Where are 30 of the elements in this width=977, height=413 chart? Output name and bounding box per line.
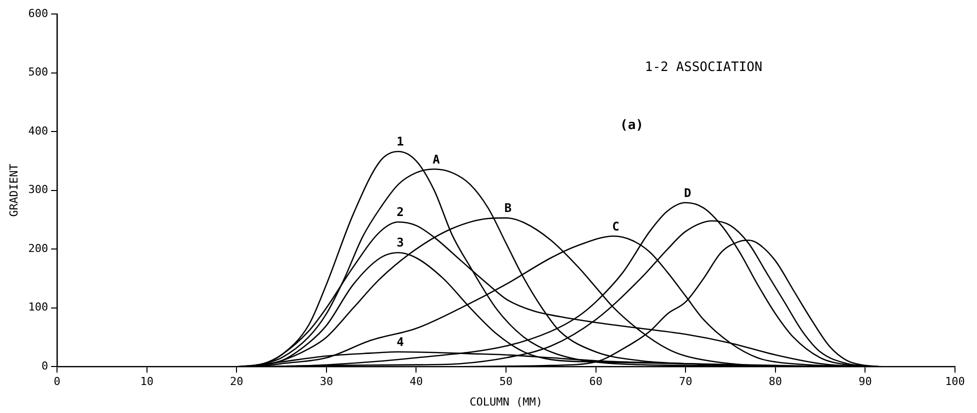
x-tick-label: 90 — [858, 375, 872, 388]
series-label: D — [684, 186, 692, 200]
series-label: A — [432, 152, 441, 166]
y-tick-label: 100 — [28, 300, 48, 314]
x-tick-label: 50 — [499, 375, 513, 388]
x-tick-label: 10 — [140, 375, 154, 388]
y-tick-label: 400 — [28, 124, 48, 138]
series-label: 4 — [396, 335, 404, 350]
x-tick-label: 40 — [410, 375, 423, 388]
y-tick-label: 500 — [28, 66, 48, 79]
x-axis-title: COLUMN (MM) — [470, 395, 542, 408]
series-label: B — [504, 201, 512, 216]
x-tick-label: 100 — [945, 375, 965, 388]
x-tick-label: 80 — [768, 375, 782, 388]
y-tick-label: 300 — [28, 183, 48, 196]
x-tick-label: 0 — [54, 375, 60, 388]
x-tick-label: 20 — [230, 375, 244, 388]
series-label: 3 — [396, 236, 404, 250]
y-tick-label: 600 — [28, 6, 48, 20]
text: 1-2 ASSOCIATION — [644, 60, 762, 75]
y-axis-title: GRADIENT — [7, 163, 20, 217]
text: (a) — [620, 118, 644, 133]
series-label: C — [612, 219, 620, 234]
x-tick-label: 60 — [589, 375, 602, 388]
x-tick-label: 30 — [320, 375, 334, 388]
y-tick-label: 200 — [28, 242, 48, 255]
y-tick-label: 0 — [41, 359, 48, 372]
series-label: 2 — [396, 205, 404, 220]
x-tick-label: 70 — [678, 375, 692, 388]
series-label: 1 — [396, 134, 404, 149]
